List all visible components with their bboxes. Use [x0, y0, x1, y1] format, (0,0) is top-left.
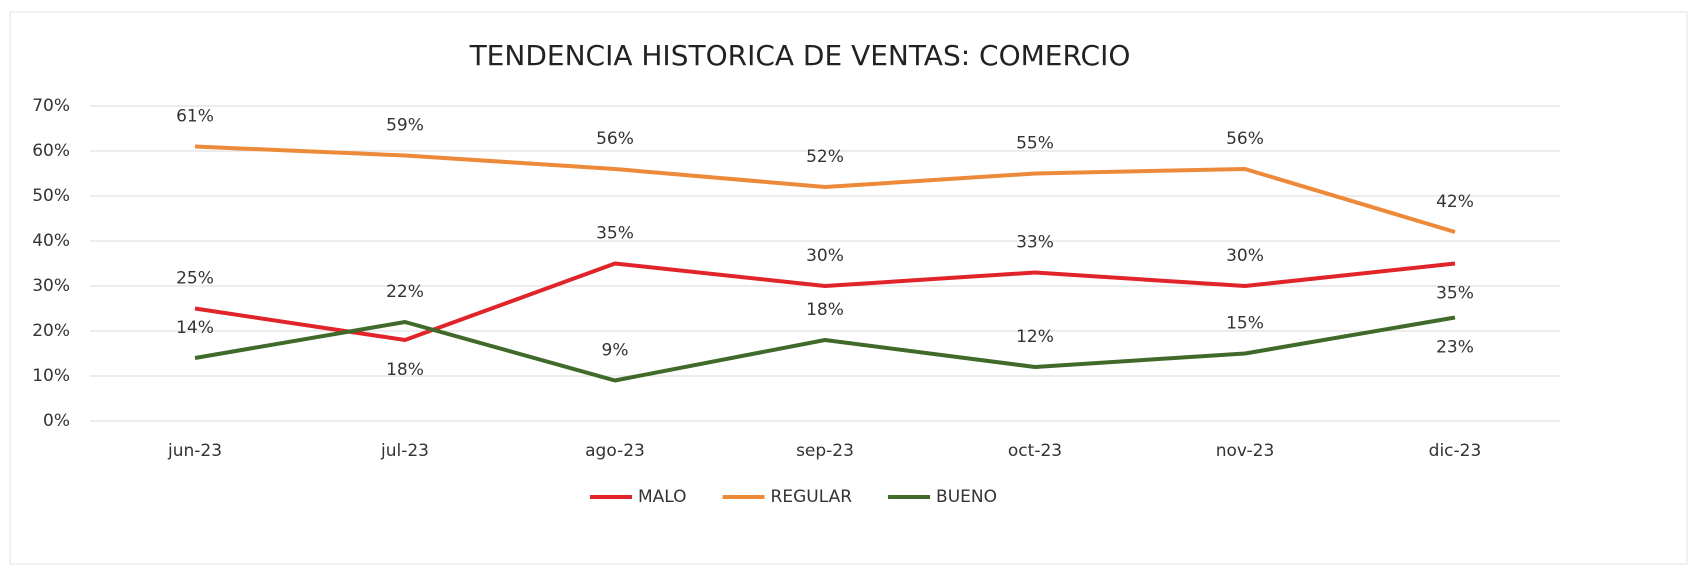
data-label: 56% [596, 129, 634, 149]
legend-label: MALO [638, 487, 687, 507]
x-tick-label: oct-23 [1008, 441, 1062, 461]
series-line [194, 261, 1456, 342]
y-tick-label: 10% [32, 366, 70, 386]
y-tick-label: 20% [32, 321, 70, 341]
series-line [194, 315, 1456, 383]
data-label: 22% [386, 282, 424, 302]
data-label: 35% [596, 224, 634, 244]
chart-title: TENDENCIA HISTORICA DE VENTAS: COMERCIO [469, 39, 1131, 72]
data-label: 52% [806, 147, 844, 167]
data-label: 35% [1436, 284, 1474, 304]
chart-frame [9, 11, 1688, 565]
series-line [194, 144, 1456, 234]
data-label: 15% [1226, 314, 1264, 334]
y-tick-label: 30% [32, 276, 70, 296]
data-label: 61% [176, 107, 214, 127]
x-tick-label: ago-23 [585, 441, 645, 461]
y-tick-label: 60% [32, 141, 70, 161]
data-label: 33% [1016, 233, 1054, 253]
data-label: 25% [176, 269, 214, 289]
legend-label: BUENO [936, 487, 997, 507]
data-label: 55% [1016, 134, 1054, 154]
x-tick-label: sep-23 [796, 441, 854, 461]
data-label: 18% [806, 300, 844, 320]
data-label: 18% [386, 360, 424, 380]
data-label: 14% [176, 318, 214, 338]
data-label: 42% [1436, 192, 1474, 212]
x-tick-label: dic-23 [1429, 441, 1482, 461]
data-label: 12% [1016, 327, 1054, 347]
legend-label: REGULAR [771, 487, 853, 507]
data-label: 56% [1226, 129, 1264, 149]
data-label: 30% [806, 246, 844, 266]
data-label: 59% [386, 116, 424, 136]
x-tick-label: jun-23 [167, 441, 222, 461]
y-tick-label: 50% [32, 186, 70, 206]
data-label: 23% [1436, 338, 1474, 358]
data-label: 9% [602, 341, 629, 361]
x-tick-label: nov-23 [1216, 441, 1275, 461]
y-tick-label: 0% [43, 411, 70, 431]
data-label: 30% [1226, 246, 1264, 266]
x-tick-label: jul-23 [380, 441, 429, 461]
y-tick-label: 70% [32, 96, 70, 116]
y-tick-label: 40% [32, 231, 70, 251]
